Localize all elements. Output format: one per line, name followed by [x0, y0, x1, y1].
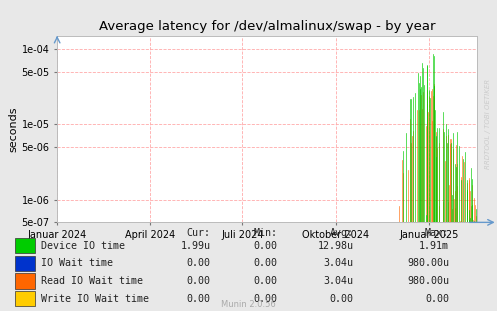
Text: 0.00: 0.00: [186, 294, 210, 304]
FancyBboxPatch shape: [15, 238, 35, 253]
Text: 1.99u: 1.99u: [180, 241, 210, 251]
Text: 0.00: 0.00: [253, 258, 277, 268]
Text: Write IO Wait time: Write IO Wait time: [41, 294, 149, 304]
FancyBboxPatch shape: [15, 256, 35, 271]
FancyBboxPatch shape: [15, 291, 35, 306]
Text: Max:: Max:: [425, 228, 449, 238]
Title: Average latency for /dev/almalinux/swap - by year: Average latency for /dev/almalinux/swap …: [99, 20, 435, 33]
Text: 0.00: 0.00: [186, 276, 210, 286]
Text: Read IO Wait time: Read IO Wait time: [41, 276, 143, 286]
Y-axis label: seconds: seconds: [8, 106, 18, 152]
Text: 0.00: 0.00: [186, 258, 210, 268]
Text: 3.04u: 3.04u: [324, 276, 353, 286]
FancyBboxPatch shape: [15, 273, 35, 289]
Text: 0.00: 0.00: [425, 294, 449, 304]
Text: 980.00u: 980.00u: [407, 258, 449, 268]
Text: 12.98u: 12.98u: [318, 241, 353, 251]
Text: 0.00: 0.00: [253, 294, 277, 304]
Text: IO Wait time: IO Wait time: [41, 258, 113, 268]
Text: 980.00u: 980.00u: [407, 276, 449, 286]
Text: Avg:: Avg:: [330, 228, 353, 238]
Text: Cur:: Cur:: [186, 228, 210, 238]
Text: Min:: Min:: [253, 228, 277, 238]
Text: 0.00: 0.00: [253, 241, 277, 251]
Text: Device IO time: Device IO time: [41, 241, 125, 251]
Text: 0.00: 0.00: [330, 294, 353, 304]
Text: Munin 2.0.56: Munin 2.0.56: [221, 300, 276, 309]
Text: RRDTOOL / TOBI OETIKER: RRDTOOL / TOBI OETIKER: [485, 79, 491, 169]
Text: 1.91m: 1.91m: [419, 241, 449, 251]
Text: 3.04u: 3.04u: [324, 258, 353, 268]
Text: 0.00: 0.00: [253, 276, 277, 286]
